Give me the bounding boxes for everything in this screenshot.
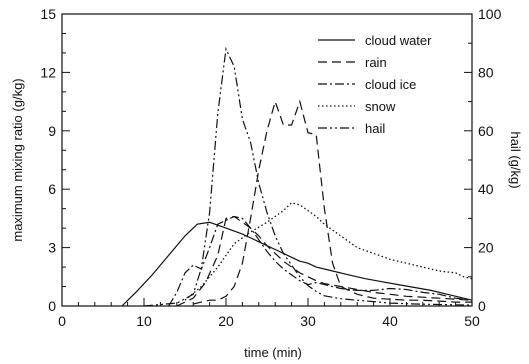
y-tick-label: 15 bbox=[40, 6, 56, 22]
x-tick-label: 0 bbox=[58, 313, 66, 329]
y2-tick-label: 80 bbox=[478, 64, 494, 80]
plot-series bbox=[121, 46, 473, 307]
y2-tick-label: 60 bbox=[478, 123, 494, 139]
y2-tick-label: 100 bbox=[478, 6, 502, 22]
legend-label: rain bbox=[365, 55, 387, 70]
legend: cloud water rain cloud ice snow hail bbox=[318, 33, 432, 136]
y-tick-label: 6 bbox=[48, 181, 56, 197]
series-unlabeled-peak-curve bbox=[193, 99, 472, 305]
legend-label: cloud ice bbox=[365, 77, 416, 92]
x-tick-label: 20 bbox=[218, 313, 234, 329]
x-axis-title: time (min) bbox=[244, 345, 302, 360]
y-tick-label: 0 bbox=[48, 298, 56, 314]
x-tick-label: 10 bbox=[136, 313, 152, 329]
series-cloud-ice bbox=[168, 215, 473, 307]
y2-tick-label: 40 bbox=[478, 181, 494, 197]
legend-label: cloud water bbox=[365, 33, 432, 48]
y2-tick-label: 20 bbox=[478, 240, 494, 256]
y-tick-label: 9 bbox=[48, 123, 56, 139]
series-snow bbox=[184, 202, 473, 301]
series-cloud-water bbox=[121, 221, 473, 307]
series-hail bbox=[143, 46, 473, 307]
right-y-axis-title: hail (g/kg) bbox=[508, 131, 523, 188]
x-tick-label: 30 bbox=[300, 313, 316, 329]
x-tick-label: 50 bbox=[464, 313, 480, 329]
y-tick-label: 12 bbox=[40, 64, 56, 80]
legend-label: hail bbox=[365, 121, 385, 136]
y-axis-title: maximum mixing ratio (g/kg) bbox=[10, 78, 25, 241]
y2-tick-label: 0 bbox=[478, 298, 486, 314]
legend-label: snow bbox=[365, 99, 396, 114]
plot-frame bbox=[61, 13, 473, 307]
y-tick-label: 3 bbox=[48, 240, 56, 256]
x-tick-label: 40 bbox=[382, 313, 398, 329]
